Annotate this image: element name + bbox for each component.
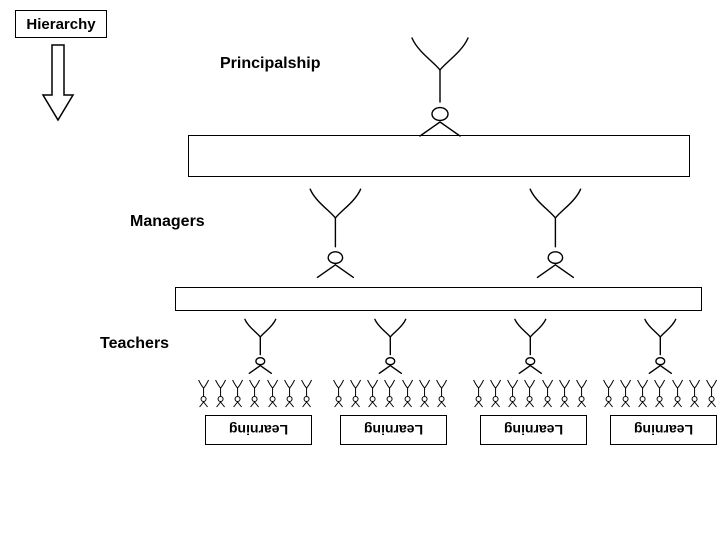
student-figure-icon — [703, 378, 720, 408]
student-figure-icon — [470, 378, 487, 408]
learning-box: Learning — [480, 415, 587, 445]
student-figure-icon — [539, 378, 556, 408]
student-figure-icon — [600, 378, 617, 408]
teacher-figure-icon — [365, 315, 416, 374]
student-figure-icon — [195, 378, 212, 408]
student-figure-icon — [669, 378, 686, 408]
student-figure-icon — [330, 378, 347, 408]
learning-label: Learning — [229, 422, 288, 438]
student-figure-icon — [634, 378, 651, 408]
student-figure-icon — [298, 378, 315, 408]
student-figure-icon — [246, 378, 263, 408]
manager-figure-icon — [294, 182, 377, 279]
manager-figure-icon — [514, 182, 597, 279]
down-arrow-icon — [43, 45, 73, 120]
principal-figure-icon — [394, 30, 486, 138]
student-row — [470, 378, 590, 408]
hierarchy-title-text: Hierarchy — [26, 16, 95, 33]
teachers-label: Teachers — [100, 335, 169, 353]
student-figure-icon — [433, 378, 450, 408]
bar-middle — [175, 287, 702, 311]
student-figure-icon — [504, 378, 521, 408]
student-figure-icon — [347, 378, 364, 408]
learning-label: Learning — [634, 422, 693, 438]
principalship-label: Principalship — [220, 55, 320, 73]
student-figure-icon — [521, 378, 538, 408]
student-figure-icon — [651, 378, 668, 408]
student-figure-icon — [212, 378, 229, 408]
student-figure-icon — [416, 378, 433, 408]
teacher-figure-icon — [505, 315, 556, 374]
student-row — [195, 378, 315, 408]
student-figure-icon — [686, 378, 703, 408]
teacher-figure-icon — [235, 315, 286, 374]
student-figure-icon — [399, 378, 416, 408]
learning-box: Learning — [610, 415, 717, 445]
student-row — [600, 378, 720, 408]
student-figure-icon — [281, 378, 298, 408]
teacher-figure-icon — [635, 315, 686, 374]
hierarchy-title-box: Hierarchy — [15, 10, 107, 38]
bar-top — [188, 135, 690, 177]
student-figure-icon — [229, 378, 246, 408]
student-row — [330, 378, 450, 408]
learning-box: Learning — [205, 415, 312, 445]
learning-label: Learning — [364, 422, 423, 438]
student-figure-icon — [573, 378, 590, 408]
student-figure-icon — [487, 378, 504, 408]
student-figure-icon — [381, 378, 398, 408]
student-figure-icon — [364, 378, 381, 408]
student-figure-icon — [264, 378, 281, 408]
managers-label: Managers — [130, 213, 205, 231]
student-figure-icon — [556, 378, 573, 408]
learning-label: Learning — [504, 422, 563, 438]
student-figure-icon — [617, 378, 634, 408]
learning-box: Learning — [340, 415, 447, 445]
